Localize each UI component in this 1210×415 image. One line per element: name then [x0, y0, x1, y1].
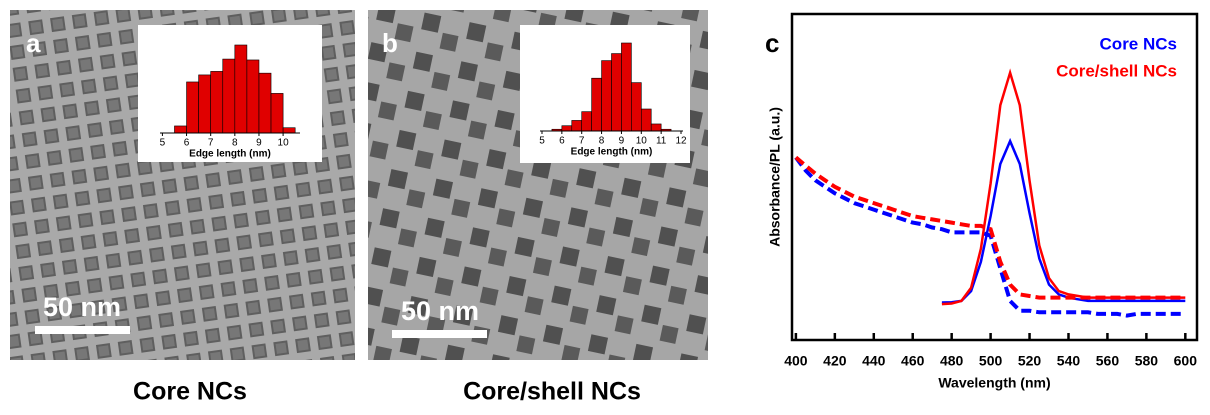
panel-label: c [765, 28, 779, 58]
x-tick-label: 540 [1057, 353, 1081, 369]
x-tick-label: 8 [599, 136, 605, 147]
absorbance-line [794, 155, 1186, 300]
caption: Core/shell NCs [463, 378, 641, 406]
panel-label: a [26, 28, 41, 58]
histogram-bar [601, 60, 612, 132]
x-tick-label: 5 [539, 136, 545, 147]
x-tick-label: 500 [979, 353, 1003, 369]
scale-bar [392, 330, 487, 338]
x-tick-label: 7 [208, 138, 214, 149]
y-axis-label: Absorbance/PL (a.u.) [767, 107, 783, 247]
x-tick-label: 400 [784, 353, 808, 369]
x-tick-label: 580 [1135, 353, 1159, 369]
legend-entry: Core NCs [1100, 34, 1177, 53]
x-tick-label: 460 [901, 353, 925, 369]
x-tick-label: 9 [619, 136, 625, 147]
x-tick-label: 480 [940, 353, 964, 369]
x-tick-label: 420 [823, 353, 847, 369]
panel-label: b [382, 28, 398, 58]
x-tick-label: 8 [232, 138, 238, 149]
histogram-bar [270, 93, 284, 134]
histogram-bar [234, 44, 248, 134]
histogram-bar [210, 71, 224, 134]
x-tick-label: 560 [1096, 353, 1120, 369]
x-tick-label: 9 [256, 138, 262, 149]
x-axis-label: Edge length (nm) [189, 149, 271, 160]
x-tick-label: 10 [278, 138, 290, 149]
x-tick-label: 12 [675, 136, 687, 147]
scale-bar [35, 326, 130, 334]
x-tick-label: 440 [862, 353, 886, 369]
pl-line [941, 137, 1186, 304]
x-tick-label: 600 [1174, 353, 1198, 369]
scale-bar-label: 50 nm [401, 296, 479, 326]
x-tick-label: 6 [559, 136, 565, 147]
x-tick-label: 11 [656, 136, 667, 147]
histogram-bar [591, 77, 602, 132]
histogram-bar [640, 108, 652, 132]
histogram-bar [246, 59, 260, 134]
histogram-bar [581, 111, 592, 132]
legend-entry: Core/shell NCs [1056, 61, 1177, 80]
plot-frame [790, 12, 1199, 342]
x-axis-label: Wavelength (nm) [938, 375, 1050, 391]
histogram-bar [650, 123, 662, 132]
x-tick-label: 7 [579, 136, 585, 147]
x-axis-label: Edge length (nm) [571, 147, 653, 158]
scale-bar-label: 50 nm [43, 292, 121, 322]
histogram-bar [282, 127, 296, 134]
x-tick-label: 5 [160, 138, 166, 149]
x-tick-label: 6 [184, 138, 190, 149]
histogram-bar [222, 58, 236, 134]
histogram-bar [174, 125, 187, 134]
histogram-bar [571, 120, 583, 132]
histogram-bar [258, 72, 272, 134]
x-tick-label: 10 [636, 136, 648, 147]
histogram-bar [621, 42, 632, 132]
histogram-bar [198, 74, 211, 134]
histogram-bar [611, 53, 622, 132]
x-tick-label: 520 [1018, 353, 1042, 369]
caption: Core NCs [133, 378, 247, 406]
histogram-bar [631, 82, 642, 132]
histogram-bar [186, 81, 199, 134]
histogram-bar [561, 125, 573, 132]
